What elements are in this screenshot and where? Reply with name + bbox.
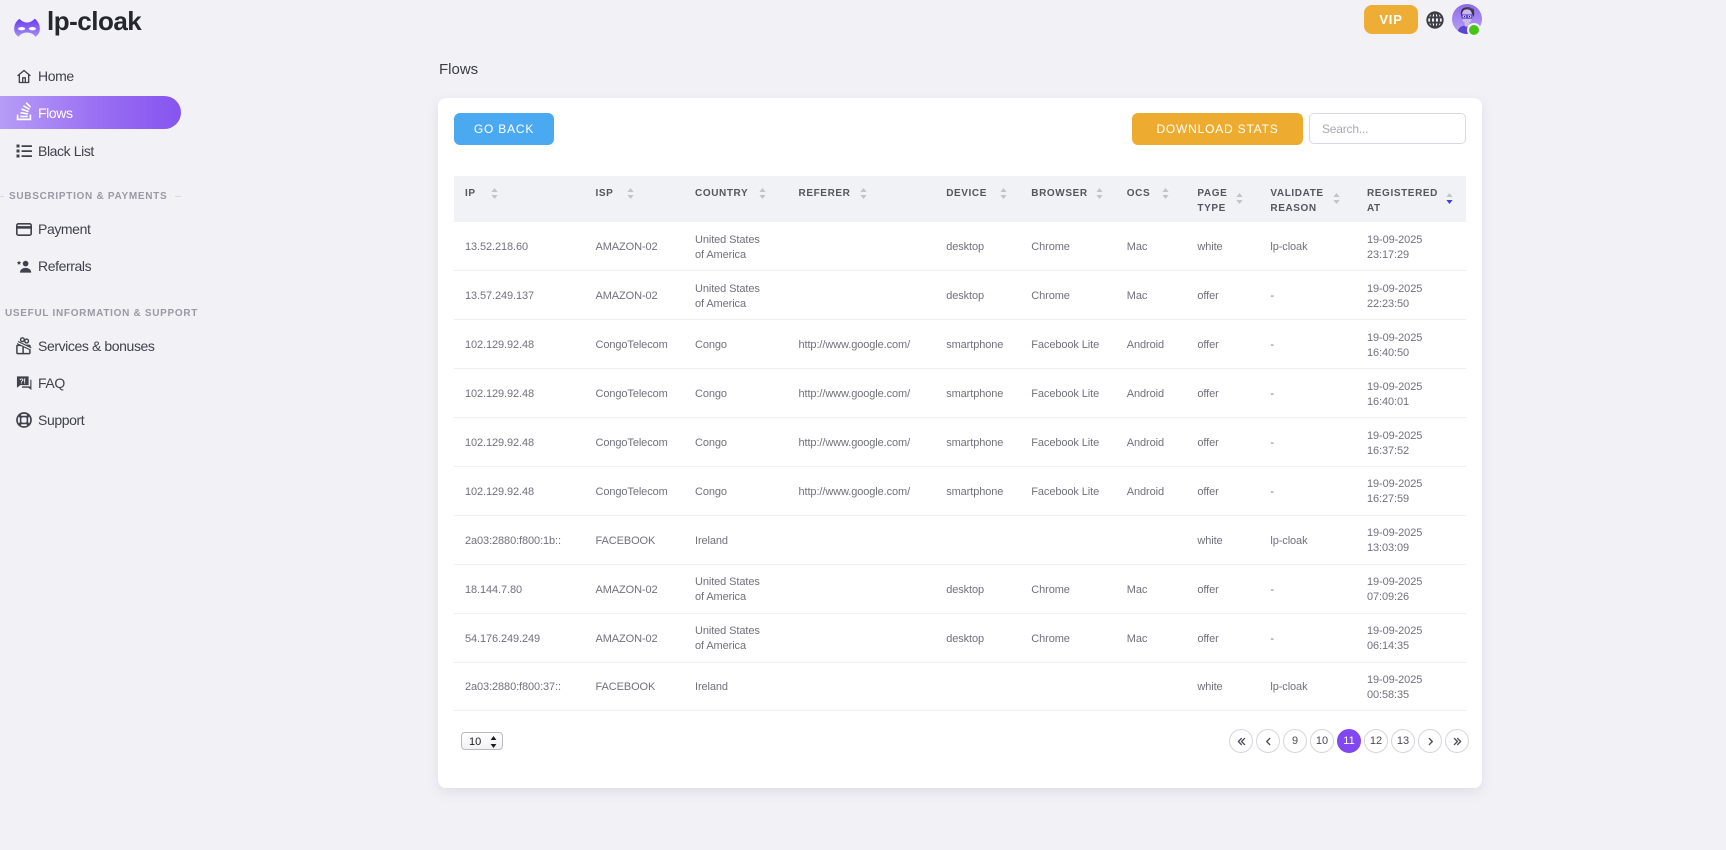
- svg-text:?!: ?!: [19, 377, 25, 386]
